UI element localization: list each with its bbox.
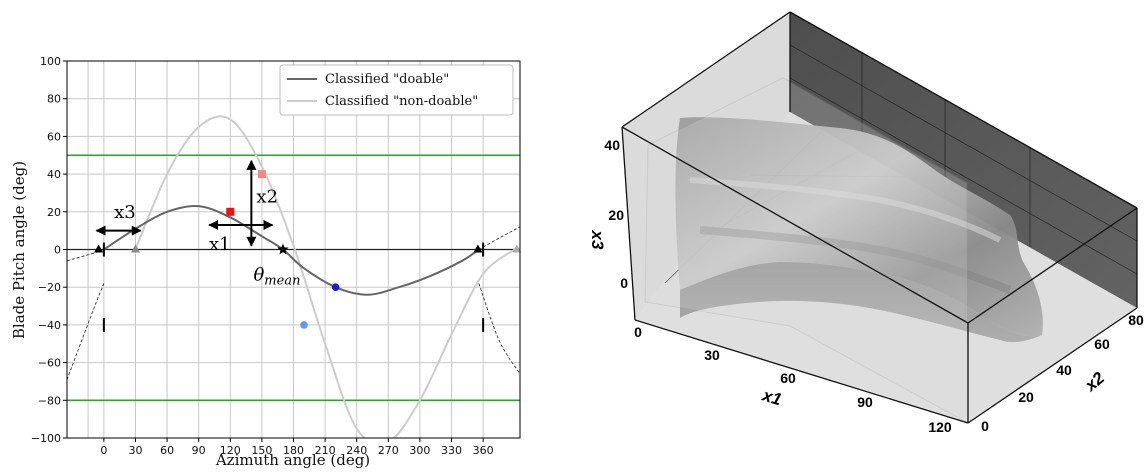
series-line-doable: [103, 204, 480, 296]
dashed-extension-line: [478, 226, 520, 250]
x2-tick-40: 40: [1056, 362, 1072, 378]
x2-ticks: 0 20 40 60 80: [981, 312, 1144, 434]
square-marker: [257, 170, 266, 179]
y-tick-label: 80: [47, 93, 61, 106]
x-tick-label: 270: [378, 444, 399, 457]
annotation-subscript: mean: [264, 273, 300, 288]
x-tick-label: 180: [283, 444, 304, 457]
surface-shadow: [699, 226, 1012, 294]
circle-marker: [331, 283, 340, 292]
annotation-arrows: [95, 159, 274, 247]
x-tick-label: 150: [251, 444, 272, 457]
x2-tick-80: 80: [1128, 312, 1144, 328]
star-marker: [277, 243, 289, 255]
y-tick-label: 0: [54, 244, 61, 257]
x-tick-label: 330: [441, 444, 462, 457]
x1-tick-0: 0: [634, 324, 642, 340]
x-tick-label: 210: [315, 444, 336, 457]
dashed-extension-line: [67, 283, 105, 380]
x2-tick-20: 20: [1018, 389, 1034, 405]
y-tick-label: −20: [38, 281, 61, 294]
y-tick-label: 100: [40, 55, 61, 68]
triangle-marker: [512, 244, 522, 253]
series-lines: [103, 115, 516, 438]
x-tick-label: 300: [409, 444, 430, 457]
x-axis-title: Azimuth angle (deg): [215, 451, 370, 469]
legend-box: [279, 64, 514, 116]
x2-tick-60: 60: [1094, 336, 1110, 352]
annotation-label: x1: [209, 234, 231, 255]
legend-label-doable: Classified "doable": [325, 72, 449, 87]
y-tick-label: −40: [38, 319, 61, 332]
x1-tick-90: 90: [857, 394, 873, 410]
y-tick-label: −80: [38, 394, 61, 407]
surface-ridge: [689, 177, 1002, 243]
triangle-marker: [130, 244, 140, 253]
x-tick-label: 0: [100, 444, 107, 457]
x3-tick-0: 0: [620, 275, 628, 291]
x3-tick-40: 40: [604, 137, 620, 153]
x1-axis-title: x1: [759, 385, 784, 409]
dashed-extension-line: [478, 283, 520, 375]
annotation-label: x2: [256, 187, 278, 208]
circle-marker: [300, 321, 308, 329]
y-tick-label: 40: [47, 168, 61, 181]
x-tick-label: 240: [346, 444, 367, 457]
reference-lines: [67, 154, 520, 402]
back-wall: [790, 12, 1137, 308]
series-line-non-doable: [134, 115, 516, 438]
square-marker: [226, 207, 235, 216]
x1-tick-60: 60: [780, 370, 796, 386]
x2-axis-title: x2: [1081, 368, 1109, 396]
back-wall-upper: [790, 12, 1137, 308]
vertical-tick-marks: [102, 242, 485, 332]
surface-top: [675, 117, 1043, 337]
y-tick-labels: −100 −80 −60 −40 −20 0 20 40 60 80 100: [31, 55, 67, 445]
x-tick-label: 90: [192, 444, 206, 457]
x3-axis-title: x3: [588, 230, 607, 250]
x3-ticks: 0 20 40: [604, 137, 628, 291]
surface-front: [680, 262, 1042, 343]
x-tick-labels: 0 30 60 90 120 150 180 210 240 270 300 330 360: [100, 438, 494, 457]
x1-ticks: 0 30 60 90 120: [634, 324, 952, 435]
triangle-marker: [473, 244, 483, 253]
y-tick-label: −100: [31, 432, 61, 445]
x1-tick-30: 30: [704, 347, 720, 363]
surface-3d-chart: 0 30 60 90 120 x1 0 20 40 60 80 x2 0 20 …: [588, 11, 1144, 435]
x-tick-label: 120: [220, 444, 241, 457]
pitch-azimuth-chart: 0 30 60 90 120 150 180 210 240 270 300 330 360 −100−…: [10, 55, 522, 469]
legend: Classified "doable" Classified "non-doab…: [279, 64, 514, 116]
x1-tick-120: 120: [928, 419, 952, 435]
x3-tick-20: 20: [608, 207, 624, 223]
y-tick-label: 60: [47, 130, 61, 143]
y-axis-title: Blade Pitch angle (deg): [10, 161, 28, 339]
triangle-marker: [94, 244, 104, 253]
dashed-extension-line: [67, 249, 105, 262]
y-tick-label: −60: [38, 357, 61, 370]
x-tick-label: 60: [160, 444, 174, 457]
y-tick-label: 20: [47, 206, 61, 219]
x-tick-label: 30: [128, 444, 142, 457]
marker-points: [94, 170, 522, 329]
annotation-label: x3: [114, 202, 136, 223]
x-tick-label: 360: [473, 444, 494, 457]
legend-label-non-doable: Classified "non-doable": [325, 94, 478, 109]
x2-tick-0: 0: [981, 418, 989, 434]
bounding-box: [621, 11, 1138, 424]
